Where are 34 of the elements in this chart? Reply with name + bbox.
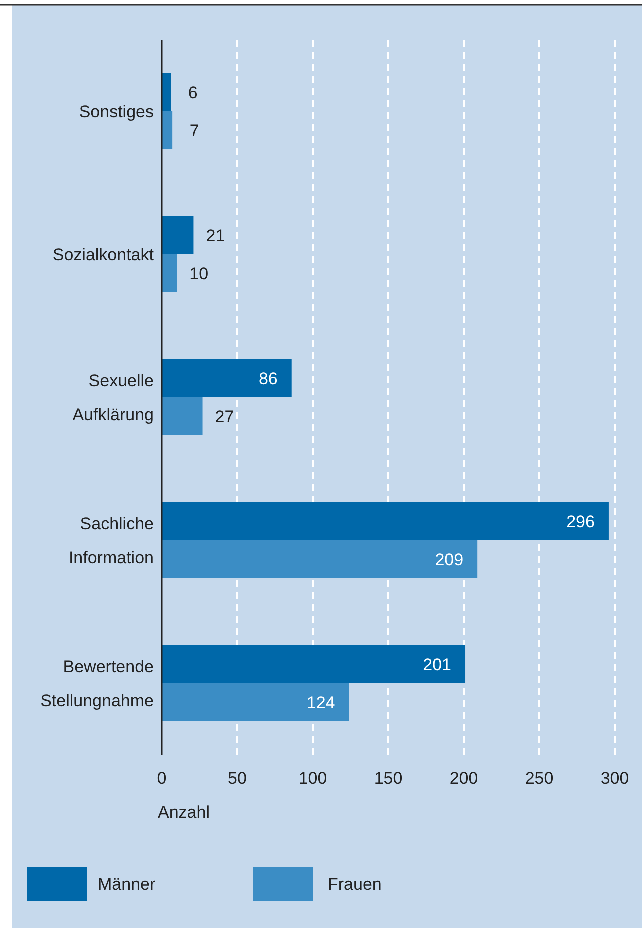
data-label: 296 (566, 512, 595, 532)
bar (162, 684, 350, 722)
y-tick-label: Bewertende Stellungnahme (40, 658, 154, 710)
x-axis-title: Anzahl (158, 803, 210, 822)
data-label: 27 (215, 408, 234, 426)
legend-label: Frauen (328, 875, 382, 894)
data-label: 10 (190, 264, 209, 284)
x-tick-label: 100 (298, 769, 328, 788)
data-label: 209 (435, 550, 464, 570)
bar (162, 540, 478, 578)
data-label: 201 (423, 656, 452, 674)
x-tick-label: 50 (228, 769, 247, 788)
x-tick-label: 300 (600, 769, 630, 788)
y-tick-label: Sonstiges (79, 102, 154, 122)
y-tick-label: Sexuelle Aufklärung (72, 372, 154, 424)
data-label: 86 (258, 370, 278, 388)
bar (162, 254, 178, 292)
y-tick-label: Sozialkontakt (52, 246, 154, 264)
data-label: 21 (206, 226, 226, 246)
bar (162, 646, 466, 684)
bar (162, 112, 173, 150)
x-tick-label: 250 (525, 769, 554, 788)
bar (162, 216, 194, 254)
data-label: 124 (306, 694, 336, 712)
x-tick-label: 150 (374, 769, 403, 788)
bar (162, 502, 609, 540)
bar (162, 398, 203, 436)
data-label: 7 (190, 122, 200, 140)
x-tick-label: 200 (450, 769, 478, 788)
y-tick-label: Sachliche Information (68, 514, 154, 568)
bar (162, 360, 292, 398)
data-label: 6 (188, 84, 198, 102)
legend-label: Männer (98, 875, 156, 894)
x-tick-label: 0 (157, 769, 167, 788)
